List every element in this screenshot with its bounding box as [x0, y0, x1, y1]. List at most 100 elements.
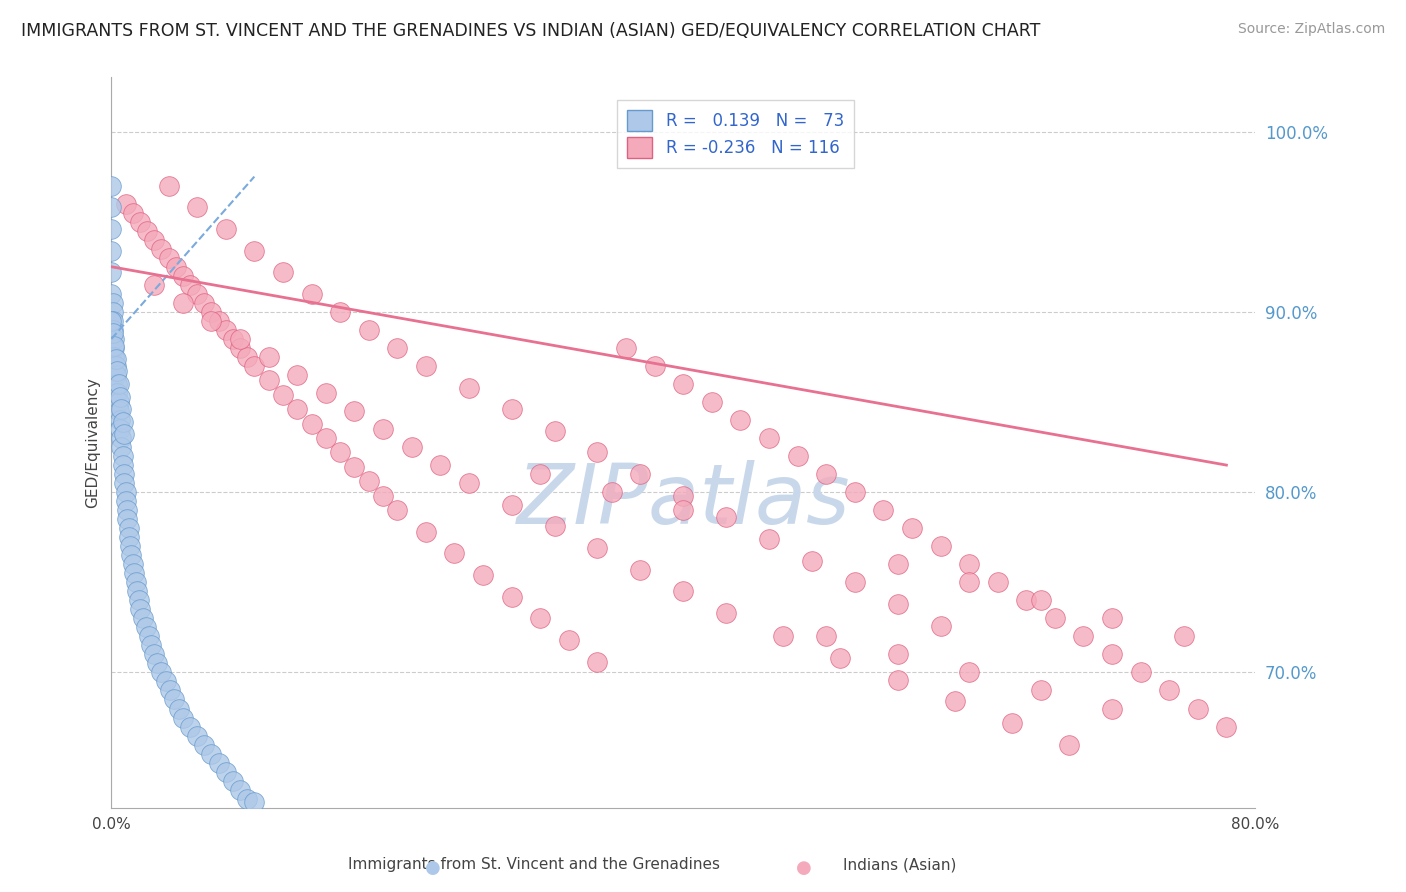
Point — [155, 674, 177, 689]
Point — [157, 178, 180, 193]
Point — [872, 503, 894, 517]
Point — [100, 314, 122, 328]
Point — [1215, 720, 1237, 734]
Point — [1129, 665, 1152, 680]
Legend: R =   0.139   N =   73, R = -0.236   N = 116: R = 0.139 N = 73, R = -0.236 N = 116 — [617, 101, 853, 168]
Point — [100, 265, 122, 279]
Point — [886, 558, 908, 572]
Point — [207, 314, 229, 328]
Point — [108, 390, 131, 404]
Point — [105, 364, 128, 378]
Point — [135, 620, 157, 634]
Point — [172, 710, 194, 724]
Point — [1029, 593, 1052, 607]
Point — [957, 575, 980, 590]
Point — [111, 449, 134, 463]
Text: ●: ● — [425, 859, 441, 877]
Point — [112, 427, 135, 442]
Point — [186, 729, 208, 743]
Point — [104, 359, 127, 373]
Point — [315, 431, 337, 445]
Point — [401, 440, 423, 454]
Point — [1073, 629, 1095, 643]
Point — [714, 510, 737, 524]
Point — [429, 458, 451, 472]
Point — [929, 618, 952, 632]
Text: IMMIGRANTS FROM ST. VINCENT AND THE GRENADINES VS INDIAN (ASIAN) GED/EQUIVALENCY: IMMIGRANTS FROM ST. VINCENT AND THE GREN… — [21, 22, 1040, 40]
Point — [132, 611, 155, 625]
Point — [200, 314, 222, 328]
Point — [714, 606, 737, 620]
Point — [114, 485, 136, 500]
Point — [103, 339, 125, 353]
Point — [443, 546, 465, 560]
Point — [193, 295, 215, 310]
Point — [110, 431, 132, 445]
Point — [1057, 738, 1080, 752]
Point — [215, 323, 238, 337]
Point — [558, 632, 581, 647]
Point — [136, 224, 159, 238]
Point — [543, 519, 565, 533]
Point — [186, 200, 208, 214]
Point — [501, 402, 523, 417]
Point — [108, 422, 131, 436]
Point — [315, 386, 337, 401]
Point — [100, 244, 122, 258]
Point — [103, 341, 125, 355]
Point — [100, 178, 122, 193]
Point — [243, 244, 266, 258]
Point — [672, 584, 695, 599]
Point — [172, 268, 194, 283]
Point — [957, 665, 980, 680]
Point — [117, 530, 139, 544]
Point — [229, 782, 252, 797]
Point — [1173, 629, 1195, 643]
Point — [193, 738, 215, 752]
Point — [120, 548, 142, 562]
Point — [886, 597, 908, 611]
Point — [543, 424, 565, 438]
Point — [165, 260, 187, 274]
Point — [163, 692, 186, 706]
Point — [457, 476, 479, 491]
Point — [529, 467, 551, 482]
Point — [628, 563, 651, 577]
Point — [115, 512, 138, 526]
Point — [115, 503, 138, 517]
Point — [229, 341, 252, 355]
Point — [257, 350, 280, 364]
Text: Indians (Asian): Indians (Asian) — [844, 857, 956, 872]
Point — [236, 350, 259, 364]
Point — [179, 277, 201, 292]
Point — [100, 286, 122, 301]
Point — [271, 265, 294, 279]
Point — [844, 575, 866, 590]
Point — [1101, 611, 1123, 625]
Text: ZIPatlas: ZIPatlas — [516, 460, 851, 541]
Point — [103, 332, 125, 346]
Point — [236, 791, 259, 805]
Point — [111, 415, 134, 429]
Point — [901, 521, 924, 535]
Point — [1101, 648, 1123, 662]
Point — [103, 350, 125, 364]
Point — [101, 305, 124, 319]
Point — [786, 449, 808, 463]
Point — [957, 558, 980, 572]
Point — [114, 494, 136, 508]
Point — [110, 440, 132, 454]
Text: Immigrants from St. Vincent and the Grenadines: Immigrants from St. Vincent and the Gren… — [349, 857, 720, 872]
Point — [815, 467, 838, 482]
Point — [301, 417, 323, 431]
Text: Source: ZipAtlas.com: Source: ZipAtlas.com — [1237, 22, 1385, 37]
Point — [243, 795, 266, 809]
Point — [105, 386, 128, 401]
Point — [114, 196, 136, 211]
Point — [117, 521, 139, 535]
Point — [672, 489, 695, 503]
Point — [125, 575, 148, 590]
Text: ●: ● — [796, 859, 813, 877]
Point — [815, 629, 838, 643]
Point — [141, 639, 163, 653]
